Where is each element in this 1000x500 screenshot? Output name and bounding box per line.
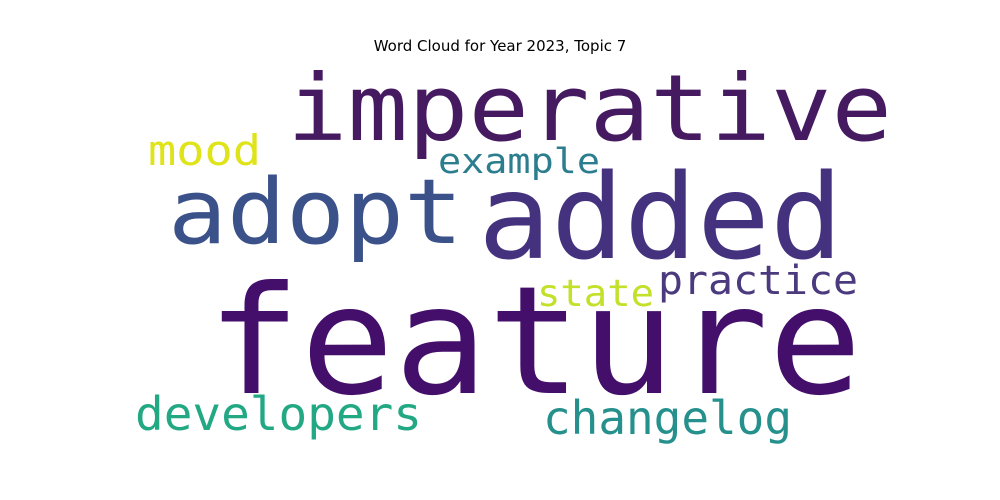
word-example: example: [438, 142, 600, 182]
word-imperative: imperative: [287, 55, 892, 162]
word-mood: mood: [148, 126, 261, 175]
word-practice: practice: [658, 258, 858, 304]
word-added: added: [478, 148, 843, 286]
word-adopt: adopt: [168, 160, 463, 265]
word-state: state: [537, 272, 654, 315]
chart-title: Word Cloud for Year 2023, Topic 7: [373, 37, 627, 55]
word-changelog: changelog: [543, 391, 792, 445]
word-developers: developers: [135, 387, 422, 441]
word-feature: feature: [207, 255, 862, 429]
